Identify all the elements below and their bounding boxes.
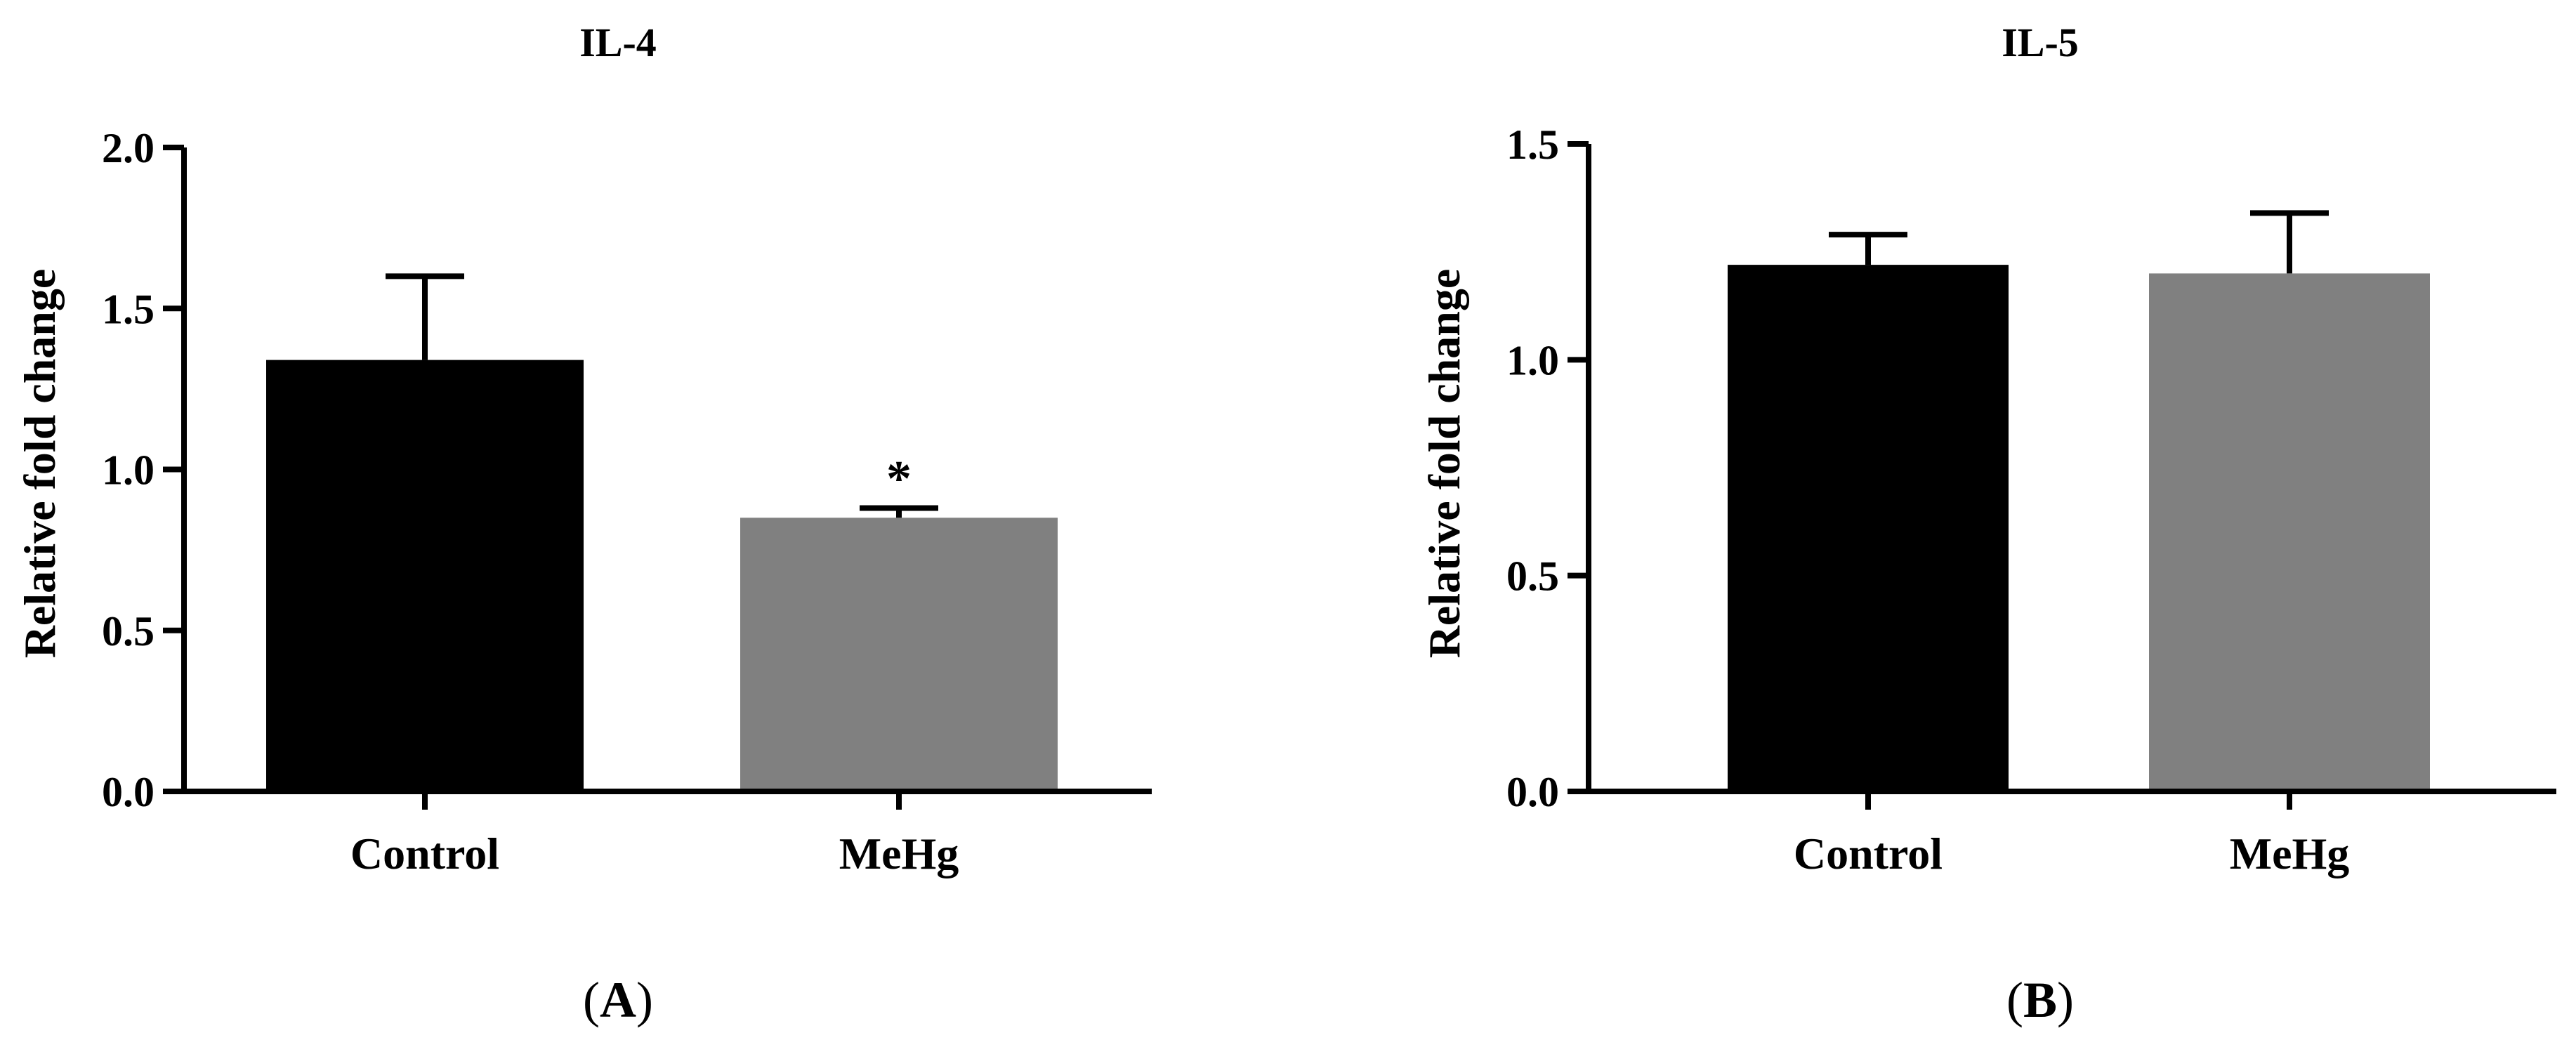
panel-a-bar-mehg [740,518,1058,791]
panel-a-error-bar-mehg [860,505,938,518]
panel-b-y-tick-label: 1.5 [1506,121,1559,168]
panel-a-bar-control [266,360,584,791]
panel-a-x-tick-label-control: Control [350,829,499,878]
panel-a-y-tick-label: 1.5 [102,286,155,332]
panel-a-y-tick-label: 0.5 [102,608,155,654]
panel-b-y-axis-label: Relative fold change [1419,269,1469,659]
panel-b-x-tick-label-control: Control [1794,829,1943,878]
panel-a-y-tick-label: 0.0 [102,769,155,815]
panel-b-error-bar-mehg [2250,210,2329,274]
panel-b-label: (B) [2006,972,2074,1028]
panel-a-label: (A) [583,972,653,1028]
panel-a-y-axis-label: Relative fold change [15,269,65,659]
panel-b-y-tick-label: 0.5 [1506,553,1559,600]
panel-a-significance-marker: * [886,451,912,507]
panel-b: IL-5 Relative fold change 0.0 0.5 1.0 1.5 Co… [1419,20,2556,1028]
panel-a-plot-area: * 0.0 0.5 1.0 1.5 2.0 Control MeHg [102,125,1152,878]
panel-b-y-tick-label: 0.0 [1506,769,1559,815]
panel-a-title: IL-4 [579,20,657,65]
panel-b-bar-control [1728,265,2009,791]
panel-a-y-tick-label: 1.0 [102,447,155,494]
panel-a: IL-4 Relative fold change * 0.0 0.5 1.0 1.5 2… [15,20,1152,1028]
panel-a-y-tick-label: 2.0 [102,125,155,171]
panel-b-title: IL-5 [2002,20,2079,65]
panel-b-bar-mehg [2149,273,2430,791]
panel-a-error-bar-control [386,273,464,360]
panel-a-x-tick-label-mehg: MeHg [839,829,959,878]
panel-b-plot-area: 0.0 0.5 1.0 1.5 Control MeHg [1506,121,2556,878]
panel-b-y-tick-label: 1.0 [1506,337,1559,383]
panel-b-x-tick-label-mehg: MeHg [2230,829,2350,878]
panel-b-error-bar-control [1829,232,1907,265]
